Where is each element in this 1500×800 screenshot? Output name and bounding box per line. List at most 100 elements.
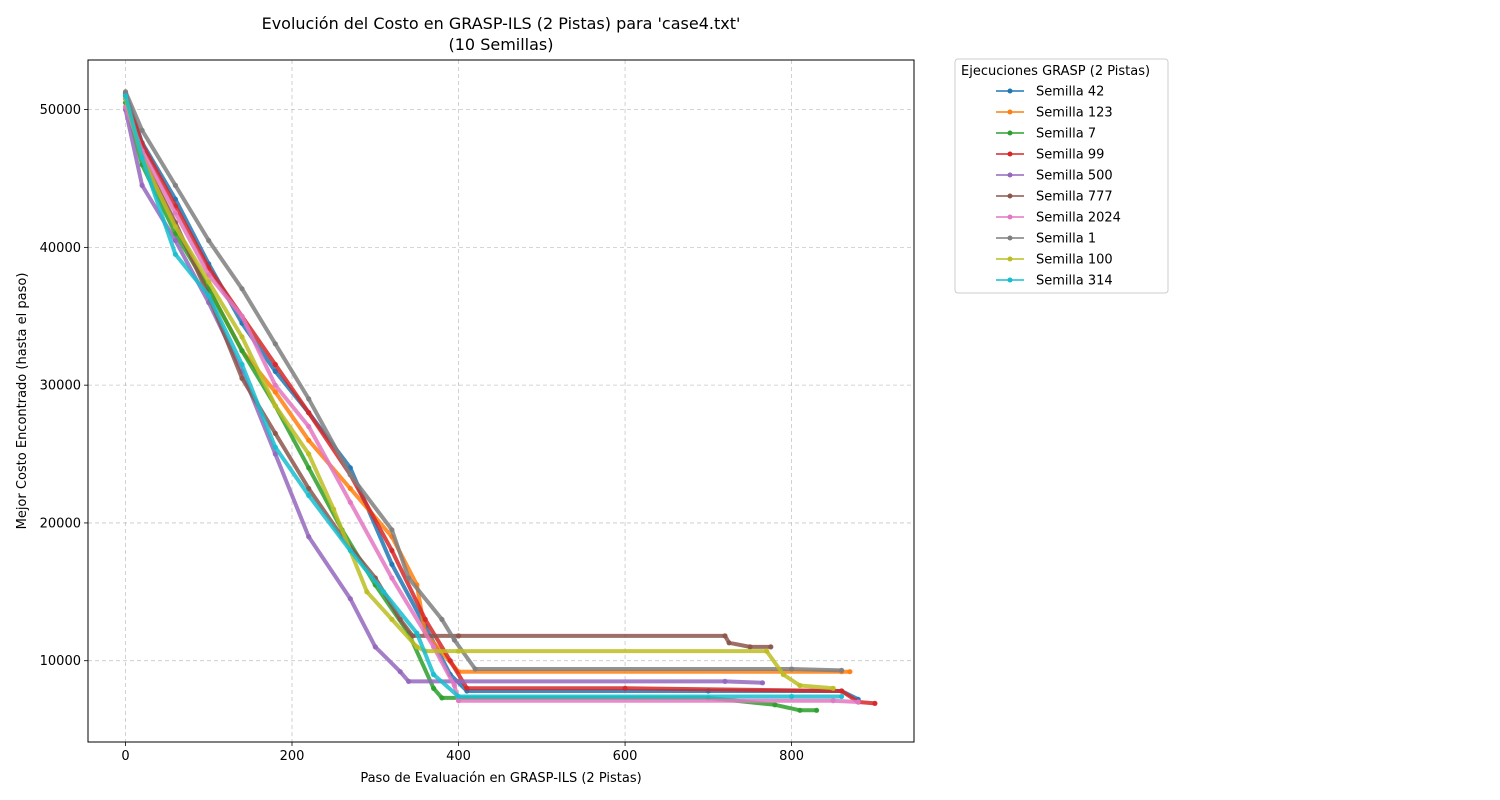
series-7	[122, 89, 845, 674]
legend-frame	[954, 58, 1169, 294]
data-point	[172, 210, 178, 216]
legend-marker	[1007, 88, 1013, 94]
legend-marker	[1007, 256, 1013, 262]
data-point	[389, 616, 395, 623]
data-point	[464, 685, 470, 691]
x-tick-label: 400	[446, 749, 471, 764]
legend-marker	[1007, 235, 1013, 241]
data-point	[364, 589, 370, 595]
legend-entry: Semilla 500	[996, 169, 1113, 184]
data-point	[239, 334, 245, 340]
data-point	[389, 527, 395, 533]
data-point	[439, 695, 445, 701]
data-point	[139, 182, 145, 188]
data-point	[789, 693, 795, 700]
series-line	[123, 96, 773, 649]
data-point	[759, 680, 766, 686]
legend-marker	[1007, 151, 1013, 157]
y-tick-label: 20000	[40, 516, 81, 531]
y-axis-ticks: 10000 20000 30000 40000 50000	[40, 103, 88, 669]
data-point	[431, 644, 437, 650]
data-point	[814, 707, 820, 713]
legend-marker	[1007, 109, 1013, 115]
data-point	[455, 678, 462, 685]
data-point	[722, 633, 728, 639]
data-point	[272, 361, 278, 368]
data-point	[410, 633, 416, 639]
data-point	[772, 702, 778, 708]
legend-label: Semilla 1	[1036, 232, 1096, 247]
x-tick-label: 800	[779, 749, 804, 764]
x-axis-ticks: 0 200 400 600 800	[121, 742, 804, 764]
legend-entry: Semilla 123	[996, 106, 1113, 121]
data-point	[347, 485, 353, 492]
legend-label: Semilla 500	[1036, 169, 1113, 184]
data-point	[451, 682, 457, 689]
data-point	[206, 293, 212, 299]
data-point	[347, 472, 353, 478]
data-point	[172, 224, 178, 230]
grid	[88, 60, 914, 742]
legend-marker	[1007, 130, 1013, 136]
legend-entry: Semilla 100	[996, 253, 1113, 268]
data-point	[272, 451, 278, 457]
data-point	[839, 693, 845, 700]
data-point	[406, 678, 412, 685]
data-point	[272, 389, 278, 395]
data-point	[397, 616, 403, 623]
data-point	[431, 685, 437, 691]
data-point	[206, 237, 212, 244]
data-point	[239, 375, 245, 381]
data-point	[726, 640, 732, 646]
chart-title: Evolución del Costo en GRASP-ILS (2 Pist…	[262, 14, 741, 33]
data-point	[306, 451, 312, 457]
data-point	[347, 547, 353, 554]
data-point	[830, 698, 836, 704]
data-point	[272, 382, 278, 388]
data-point	[139, 127, 145, 133]
series-line	[123, 93, 877, 706]
legend-entry: Semilla 99	[996, 148, 1104, 163]
data-point	[122, 93, 129, 99]
legend-label: Semilla 42	[1036, 85, 1104, 100]
data-point	[389, 561, 395, 567]
data-point	[389, 575, 395, 581]
x-axis-label: Paso de Evaluación en GRASP-ILS (2 Pista…	[360, 771, 641, 786]
series-9	[122, 93, 845, 700]
title-group: Evolución del Costo en GRASP-ILS (2 Pist…	[262, 14, 741, 54]
data-point	[306, 410, 312, 416]
data-point	[347, 499, 353, 505]
data-point	[172, 251, 178, 257]
data-point	[455, 698, 462, 704]
plot-lines	[122, 89, 878, 713]
legend-entry: Semilla 7	[996, 127, 1096, 142]
data-point	[122, 89, 129, 95]
data-point	[306, 485, 312, 492]
x-tick-label: 600	[613, 749, 638, 764]
legend-label: Semilla 2024	[1036, 211, 1121, 226]
plot-area	[88, 60, 914, 742]
data-point	[306, 396, 312, 402]
data-point	[797, 682, 803, 689]
legend-marker	[1007, 214, 1013, 220]
data-point	[797, 707, 803, 713]
data-point	[139, 155, 145, 161]
data-point	[381, 589, 387, 595]
data-point	[172, 182, 178, 188]
data-point	[847, 669, 853, 675]
data-point	[472, 666, 478, 672]
y-axis-label: Mejor Costo Encontrado (hasta el paso)	[15, 273, 30, 530]
data-point	[780, 671, 786, 678]
legend-marker	[1007, 172, 1013, 178]
y-tick-label: 10000	[40, 654, 81, 669]
data-point	[855, 699, 861, 705]
legend-entry: Semilla 1	[996, 232, 1096, 247]
data-point	[306, 423, 312, 430]
plot-frame	[87, 59, 915, 743]
data-point	[272, 368, 278, 374]
legend-items: Semilla 42 Semilla 123 Semilla 7 Semilla 99…	[996, 85, 1121, 289]
data-point	[431, 671, 437, 678]
data-point	[764, 648, 770, 654]
series-line	[123, 93, 844, 699]
legend: Ejecuciones GRASP (2 Pistas) Semilla 42S…	[954, 58, 1169, 294]
